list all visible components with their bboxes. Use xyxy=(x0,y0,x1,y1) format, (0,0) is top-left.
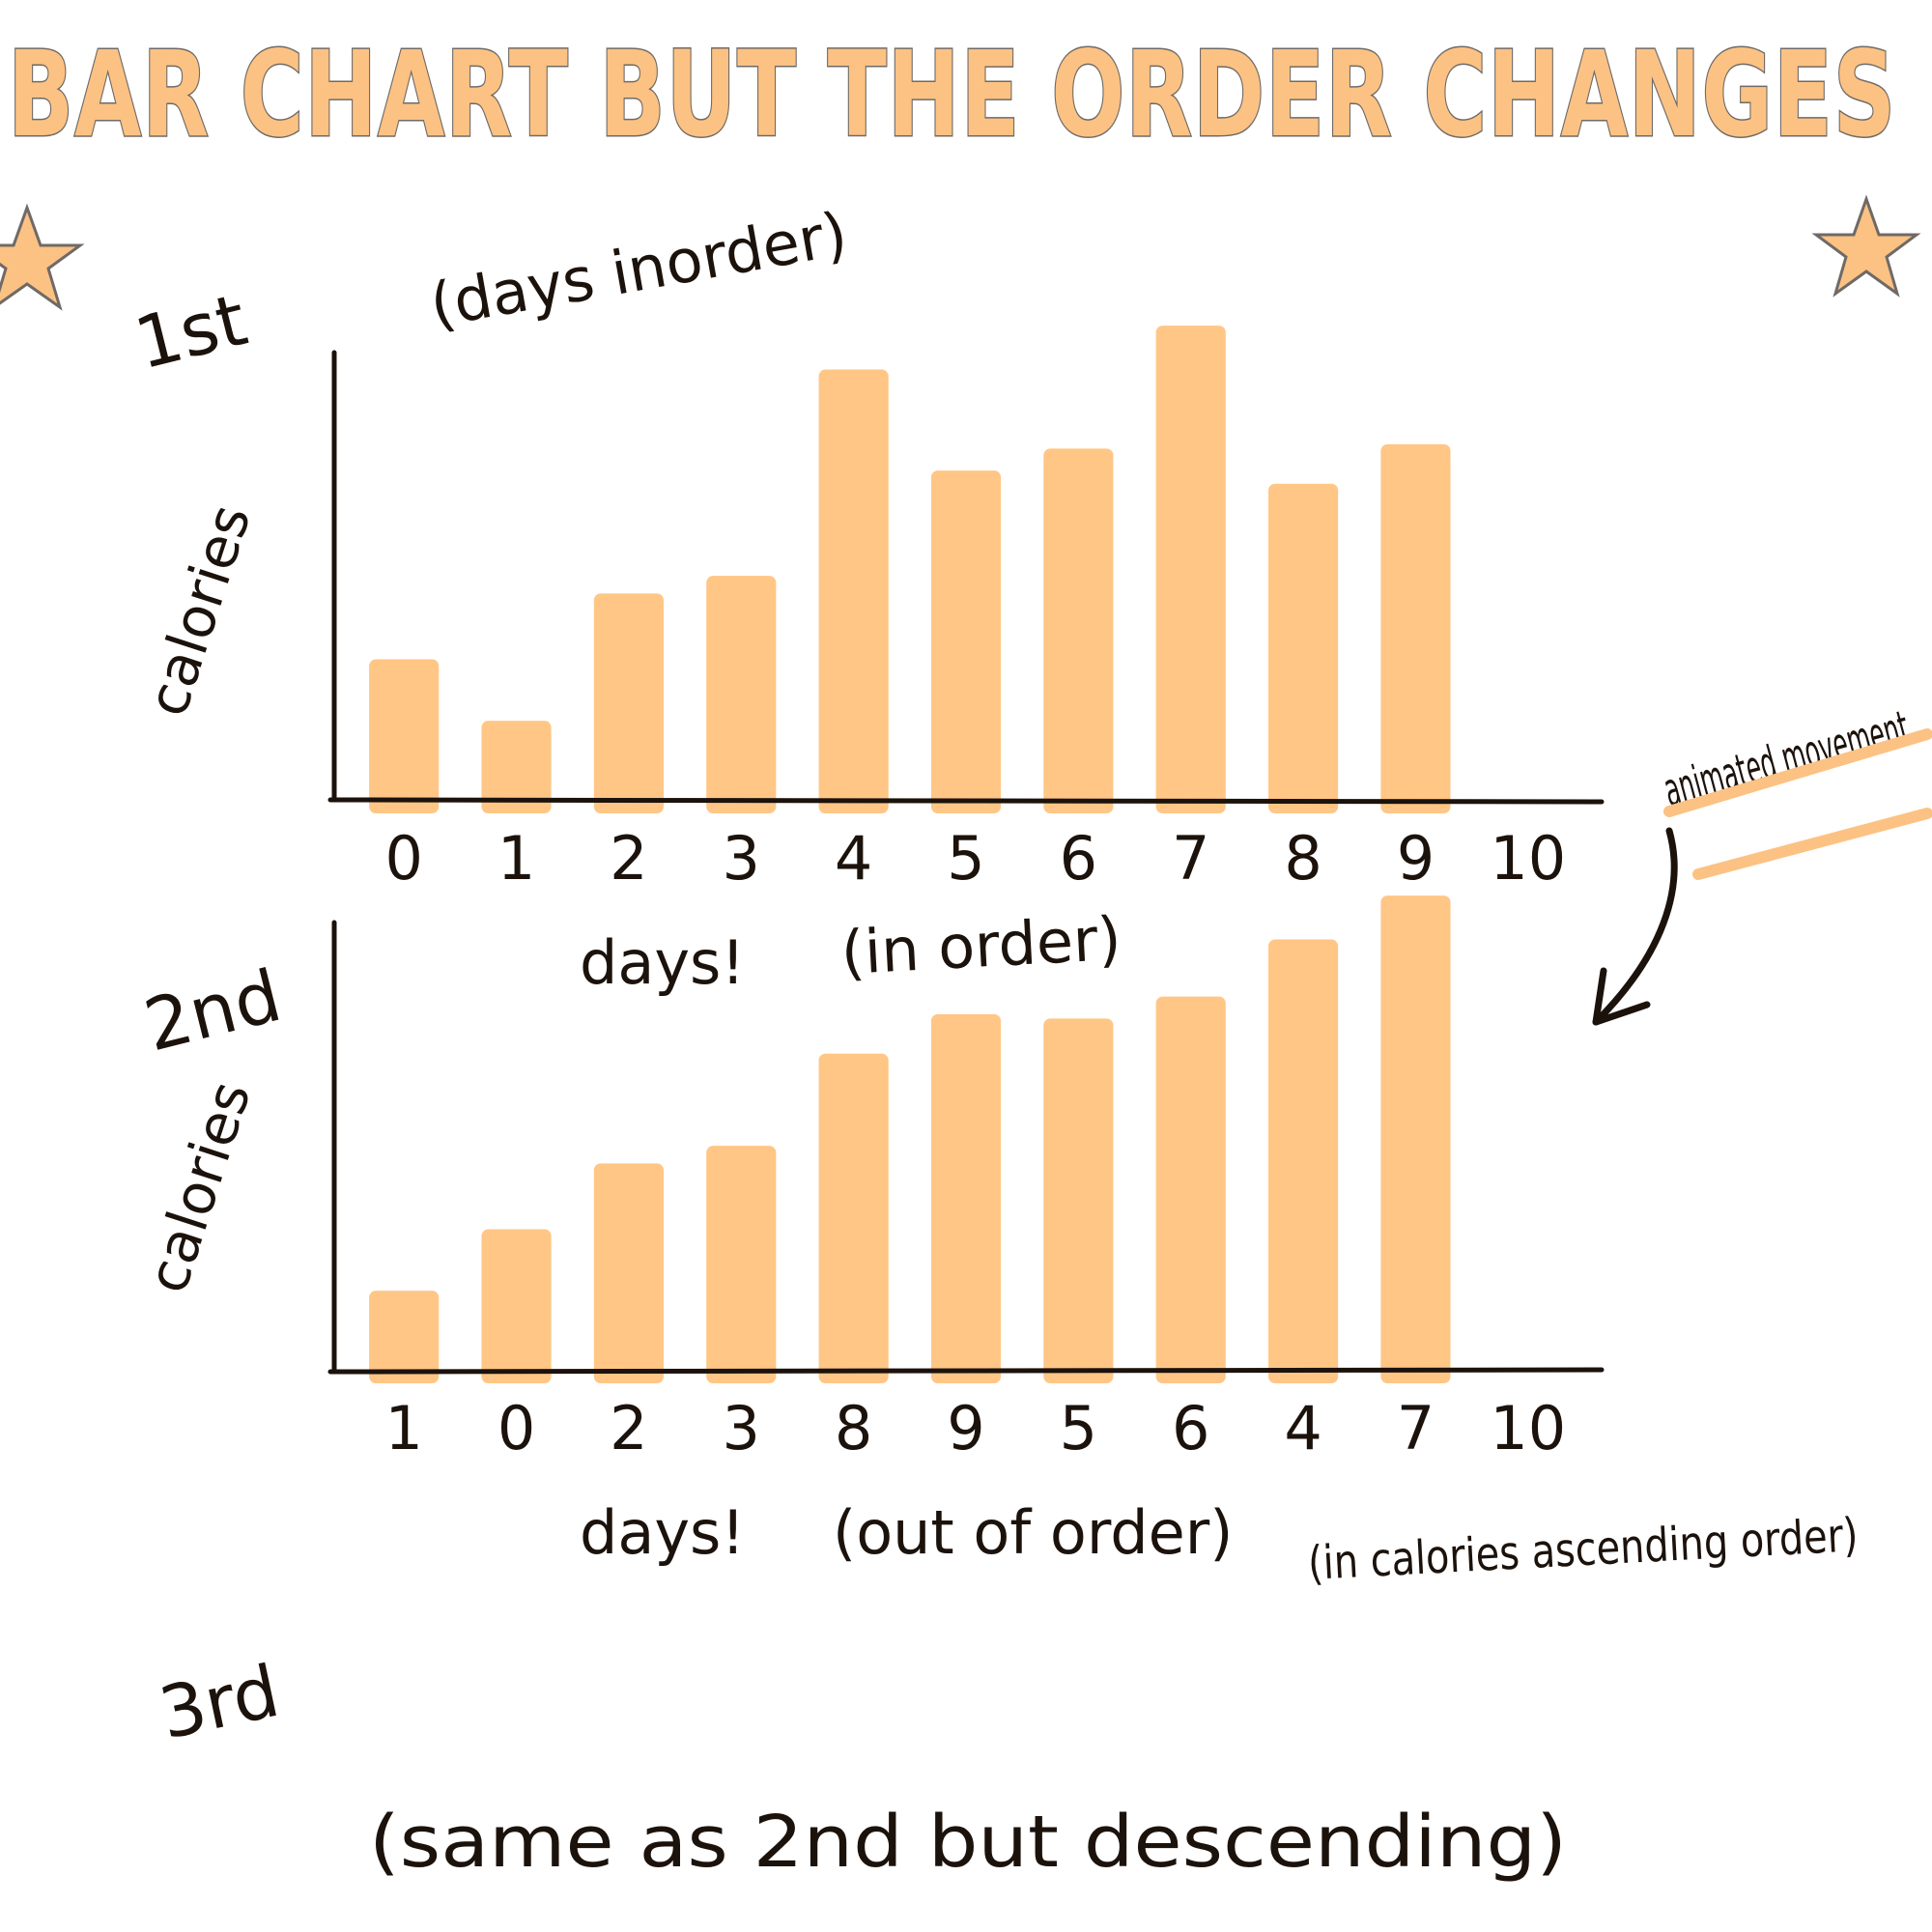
bar-day-0 xyxy=(481,1229,552,1383)
chart-1-x-axis xyxy=(327,797,1605,805)
arrow-icon xyxy=(1592,827,1678,1026)
tick-label: 0 xyxy=(497,1393,535,1463)
bar-day-7 xyxy=(1380,895,1451,1383)
tick-label: 8 xyxy=(835,1393,872,1463)
bar-day-6 xyxy=(1155,996,1226,1383)
stage-3: 3rd (same as 2nd but descending) xyxy=(153,1650,1567,1884)
stage-label-2nd: 2nd xyxy=(137,954,290,1068)
bar-day-8 xyxy=(818,1053,889,1383)
bar-day-6 xyxy=(1043,448,1114,813)
chart-2-tick-labels: 1 0 2 3 8 9 5 6 4 7 10 xyxy=(384,1393,1566,1463)
chart-1-tick-labels: 0 1 2 3 4 5 6 7 8 9 10 xyxy=(384,823,1566,894)
tick-label: 10 xyxy=(1490,1393,1566,1463)
tick-label: 3 xyxy=(723,823,760,894)
chart-1-x-axis-label: days! xyxy=(580,927,745,998)
stage-label-3rd: 3rd xyxy=(153,1650,286,1756)
chart-2-x-axis-note: (out of order) xyxy=(833,1497,1233,1568)
tick-label: 10 xyxy=(1490,823,1566,894)
tick-label: 7 xyxy=(1397,1393,1435,1463)
bar-day-8 xyxy=(1268,483,1339,813)
chart-1-y-axis-label: calories xyxy=(134,497,264,724)
tick-label: 2 xyxy=(610,823,647,894)
tick-label: 0 xyxy=(384,823,422,894)
tick-label: 6 xyxy=(1060,823,1097,894)
tick-label: 4 xyxy=(835,823,872,894)
bar-day-5 xyxy=(1043,1018,1114,1383)
bar-day-2 xyxy=(593,593,664,813)
tick-label: 5 xyxy=(1060,1393,1097,1463)
chart-2-x-axis xyxy=(327,1367,1605,1375)
tick-label: 2 xyxy=(610,1393,647,1463)
bar-day-5 xyxy=(930,470,1002,813)
star-icon xyxy=(0,203,85,311)
tick-label: 7 xyxy=(1172,823,1209,894)
chart-1-bars xyxy=(369,326,1451,813)
chart-1-subtitle: (days inorder) xyxy=(425,198,852,341)
tick-label: 9 xyxy=(1397,823,1435,894)
tick-label: 3 xyxy=(723,1393,760,1463)
bar-day-9 xyxy=(1380,443,1451,813)
bar-day-7 xyxy=(1155,326,1226,813)
bar-day-9 xyxy=(930,1013,1002,1383)
tick-label: 5 xyxy=(947,823,984,894)
page-title: BAR CHART BUT THE ORDER CHANGES xyxy=(8,26,1896,163)
tick-label: 4 xyxy=(1284,1393,1321,1463)
stage-label-1st: 1st xyxy=(128,278,255,385)
tick-label: 9 xyxy=(947,1393,984,1463)
chart-2-bars xyxy=(369,895,1451,1383)
chart-2-x-axis-label: days! xyxy=(580,1497,745,1568)
bar-day-1 xyxy=(369,1291,440,1383)
tick-label: 8 xyxy=(1284,823,1321,894)
bar-day-0 xyxy=(369,659,440,813)
bar-day-4 xyxy=(818,369,889,813)
bar-day-3 xyxy=(706,576,777,813)
animated-movement-annotation: animated movement xyxy=(1592,700,1932,1026)
tick-label: 1 xyxy=(497,823,535,894)
tick-label: 6 xyxy=(1172,1393,1209,1463)
bar-day-3 xyxy=(706,1146,777,1383)
star-icon xyxy=(1811,194,1921,298)
bar-day-1 xyxy=(481,721,552,813)
stage-3-note: (same as 2nd but descending) xyxy=(369,1801,1567,1884)
chart-2-y-axis-label: calories xyxy=(134,1073,264,1300)
bar-day-2 xyxy=(593,1163,664,1383)
chart-1-x-axis-note: (in order) xyxy=(839,903,1122,988)
chart-1: 1st (days inorder) calories 0 1 2 3 4 5 6 7 8 9 10… xyxy=(128,198,1605,998)
chart-2-x-axis-note-2: (in calories ascending order) xyxy=(1307,1508,1860,1591)
bar-day-4 xyxy=(1268,939,1339,1383)
tick-label: 1 xyxy=(384,1393,422,1463)
